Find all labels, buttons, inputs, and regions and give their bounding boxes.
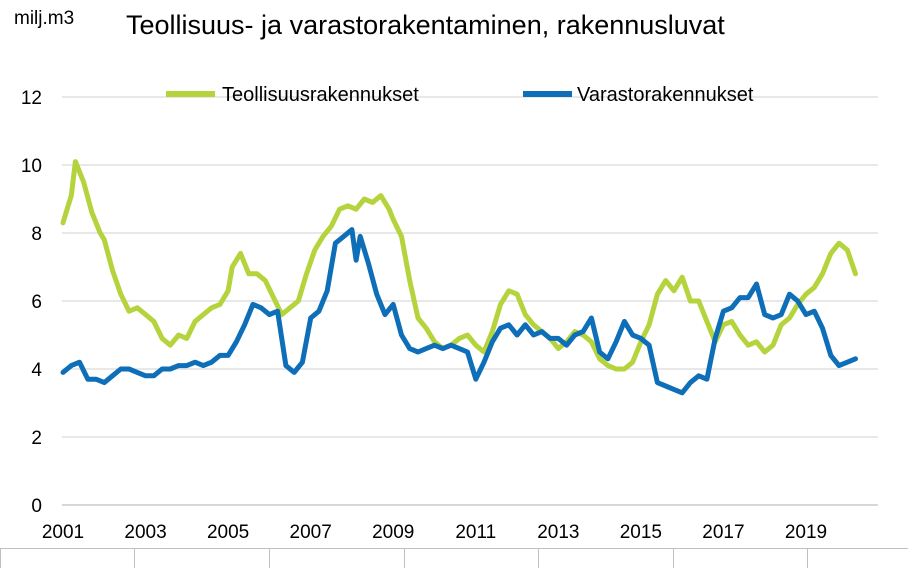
legend-label-teollisuus: Teollisuusrakennukset [222,84,419,106]
gridlines [62,96,878,506]
x-tick-label: 2001 [42,522,84,543]
y-tick-label: 0 [31,496,42,517]
series-line-teollisuusrakennukset [60,159,858,372]
x-tick-label: 2019 [785,522,827,543]
y-tick-label: 8 [31,224,42,245]
x-tick-label: 2017 [702,522,744,543]
x-tick-label: 2003 [124,522,166,543]
chart-title: Teollisuus- ja varastorakentaminen, rake… [126,10,725,40]
series-lines [60,159,858,396]
y-tick-label: 10 [21,156,42,177]
x-tick-label: 2013 [537,522,579,543]
x-tick-label: 2009 [372,522,414,543]
axis-table-lines [0,548,908,568]
x-tick-label: 2015 [620,522,662,543]
y-axis-ticks: 0 2 4 6 8 10 12 [21,88,43,517]
x-tick-label: 2007 [290,522,332,543]
x-axis-ticks: 2001 2003 2005 2007 2009 2011 2013 2015 2017 2019 [42,522,827,543]
legend: Teollisuusrakennukset Varastorakennukset [166,84,754,106]
y-tick-label: 6 [31,292,42,313]
y-tick-label: 4 [31,360,42,381]
y-axis-unit-label: milj.m3 [14,8,75,29]
x-tick-label: 2005 [207,522,249,543]
series-line-varastorakennukset [60,227,858,396]
y-tick-label: 12 [21,88,42,109]
y-tick-label: 2 [31,428,42,449]
legend-label-varasto: Varastorakennukset [577,84,754,106]
x-tick-label: 2011 [455,522,496,543]
